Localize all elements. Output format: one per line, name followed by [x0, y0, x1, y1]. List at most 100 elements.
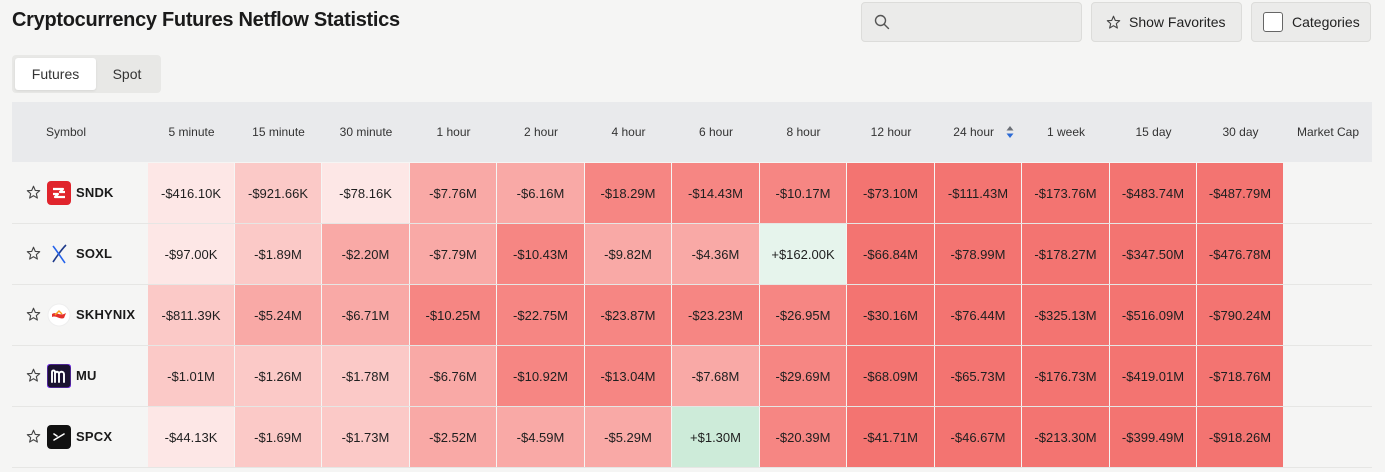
column-header-15-day[interactable]: 15 day — [1110, 102, 1197, 162]
column-header-24-hour[interactable]: 24 hour — [935, 102, 1022, 162]
favorite-star-icon[interactable] — [26, 246, 41, 261]
tab-futures[interactable]: Futures — [15, 58, 96, 90]
symbol-label[interactable]: SOXL — [76, 246, 113, 261]
market-cap-cell — [1284, 285, 1372, 345]
column-header-15-minute[interactable]: 15 minute — [235, 102, 322, 162]
netflow-cell: -$6.16M — [497, 163, 584, 223]
table-row[interactable]: SKHYNIX -$811.39K -$5.24M -$6.71M -$10.25M -$… — [12, 285, 1372, 346]
netflow-cell: -$487.79M — [1197, 163, 1283, 223]
netflow-cell: -$325.13M — [1022, 285, 1109, 345]
netflow-cell: -$26.95M — [760, 285, 846, 345]
netflow-cell: -$2.52M — [410, 407, 496, 467]
sort-icon[interactable] — [1006, 125, 1014, 139]
column-header-4-hour[interactable]: 4 hour — [585, 102, 672, 162]
categories-button[interactable]: Categories — [1251, 2, 1371, 42]
favorite-star-icon[interactable] — [26, 368, 41, 383]
symbol-label[interactable]: SNDK — [76, 185, 114, 200]
favorite-star-icon[interactable] — [26, 429, 41, 444]
netflow-cell: -$18.29M — [585, 163, 671, 223]
column-header-label: 30 day — [1222, 125, 1259, 139]
netflow-cell: -$68.09M — [847, 346, 934, 406]
netflow-cell: -$811.39K — [148, 285, 234, 345]
netflow-cell: -$10.92M — [497, 346, 584, 406]
symbol-label[interactable]: SKHYNIX — [76, 307, 136, 322]
column-header-30-minute[interactable]: 30 minute — [322, 102, 410, 162]
table-row[interactable]: SOXL -$97.00K -$1.89M -$2.20M -$7.79M -$10.43… — [12, 224, 1372, 285]
column-header-label: 1 hour — [436, 125, 471, 139]
column-header-1-hour[interactable]: 1 hour — [410, 102, 497, 162]
column-header-2-hour[interactable]: 2 hour — [497, 102, 585, 162]
netflow-cell: -$7.76M — [410, 163, 496, 223]
symbol-cell: SNDK — [12, 163, 147, 223]
netflow-cell: -$46.67M — [935, 407, 1021, 467]
netflow-cell: -$44.13K — [148, 407, 234, 467]
column-header-symbol[interactable]: Symbol — [12, 102, 148, 162]
netflow-cell: -$416.10K — [148, 163, 234, 223]
netflow-cell: -$347.50M — [1110, 224, 1196, 284]
netflow-cell: -$1.26M — [235, 346, 321, 406]
netflow-cell: -$921.66K — [235, 163, 321, 223]
column-header-market-cap[interactable]: Market Cap — [1284, 102, 1372, 162]
table-row[interactable]: SPCX -$44.13K -$1.69M -$1.73M -$2.52M -$4.59M… — [12, 407, 1372, 468]
page-title: Cryptocurrency Futures Netflow Statistic… — [12, 9, 400, 31]
netflow-cell: -$10.43M — [497, 224, 584, 284]
netflow-cell: -$1.89M — [235, 224, 321, 284]
favorite-star-icon[interactable] — [26, 185, 41, 200]
netflow-cell: -$111.43M — [935, 163, 1021, 223]
netflow-cell: -$20.39M — [760, 407, 846, 467]
tab-spot[interactable]: Spot — [112, 66, 142, 82]
netflow-cell: -$6.76M — [410, 346, 496, 406]
netflow-cell: -$516.09M — [1110, 285, 1196, 345]
column-header-8-hour[interactable]: 8 hour — [760, 102, 847, 162]
netflow-cell: -$419.01M — [1110, 346, 1196, 406]
netflow-cell: -$7.79M — [410, 224, 496, 284]
netflow-cell: -$173.76M — [1022, 163, 1109, 223]
categories-label: Categories — [1292, 14, 1360, 30]
column-header-label: 4 hour — [611, 125, 646, 139]
search-input[interactable] — [898, 3, 1078, 41]
star-icon — [1106, 15, 1121, 29]
netflow-cell: -$30.16M — [847, 285, 934, 345]
netflow-cell: -$6.71M — [322, 285, 409, 345]
table-row[interactable]: MU -$1.01M -$1.26M -$1.78M -$6.76M -$10.92M -$… — [12, 346, 1372, 407]
column-header-label: 30 minute — [339, 125, 393, 139]
symbol-label[interactable]: MU — [76, 368, 97, 383]
symbol-cell: SOXL — [12, 224, 147, 284]
netflow-cell: -$213.30M — [1022, 407, 1109, 467]
netflow-cell: -$1.01M — [148, 346, 234, 406]
table-header: Symbol 5 minute 15 minute 30 minute 1 hour 2 … — [12, 102, 1372, 162]
sndk-logo-icon — [47, 181, 71, 205]
netflow-cell: -$73.10M — [847, 163, 934, 223]
soxl-logo-icon — [47, 242, 71, 266]
netflow-cell: -$22.75M — [497, 285, 584, 345]
categories-checkbox[interactable] — [1263, 12, 1283, 32]
netflow-cell: -$41.71M — [847, 407, 934, 467]
netflow-cell: -$10.25M — [410, 285, 496, 345]
netflow-cell: -$718.76M — [1197, 346, 1283, 406]
netflow-cell: -$13.04M — [585, 346, 671, 406]
favorite-star-icon[interactable] — [26, 307, 41, 322]
column-header-5-minute[interactable]: 5 minute — [148, 102, 235, 162]
column-header-1-week[interactable]: 1 week — [1022, 102, 1110, 162]
netflow-cell: +$162.00K — [760, 224, 846, 284]
netflow-cell: -$7.68M — [672, 346, 759, 406]
column-header-12-hour[interactable]: 12 hour — [847, 102, 935, 162]
show-favorites-button[interactable]: Show Favorites — [1091, 2, 1242, 42]
netflow-cell: -$10.17M — [760, 163, 846, 223]
spcx-logo-icon — [47, 425, 71, 449]
column-header-label: Market Cap — [1296, 125, 1360, 139]
symbol-cell: MU — [12, 346, 147, 406]
netflow-cell: -$483.74M — [1110, 163, 1196, 223]
netflow-cell: -$176.73M — [1022, 346, 1109, 406]
symbol-label[interactable]: SPCX — [76, 429, 113, 444]
table-row[interactable]: SNDK -$416.10K -$921.66K -$78.16K -$7.76M -$6… — [12, 163, 1372, 224]
netflow-cell: -$65.73M — [935, 346, 1021, 406]
column-header-6-hour[interactable]: 6 hour — [672, 102, 760, 162]
column-header-label: 5 minute — [168, 125, 215, 139]
search-box[interactable] — [861, 2, 1082, 42]
column-header-30-day[interactable]: 30 day — [1197, 102, 1284, 162]
netflow-cell: -$918.26M — [1197, 407, 1283, 467]
netflow-cell: -$9.82M — [585, 224, 671, 284]
netflow-cell: -$76.44M — [935, 285, 1021, 345]
column-header-label: 1 week — [1046, 125, 1086, 139]
